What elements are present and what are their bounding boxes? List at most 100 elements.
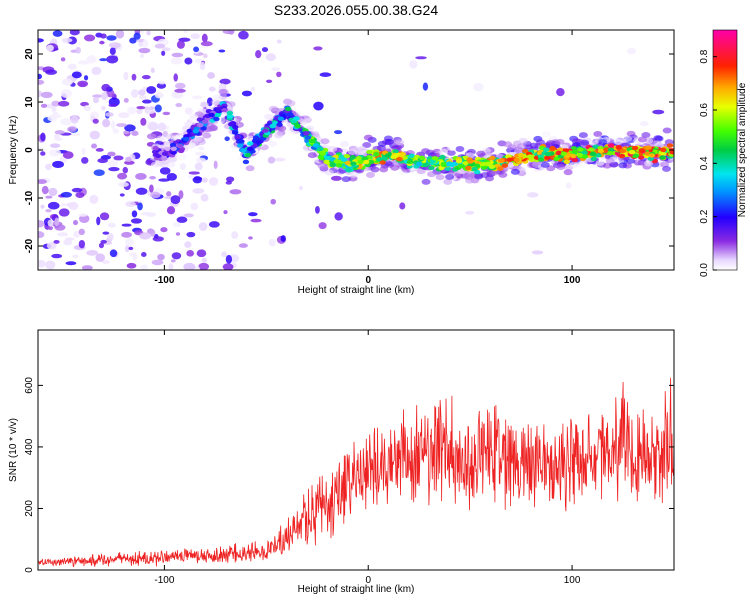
spectrogram-cell [319, 151, 326, 156]
spectrogram-cell [238, 30, 249, 40]
spectrogram-cell [137, 202, 143, 211]
spectrogram-cell [151, 259, 164, 266]
snr-ylabel: SNR (10 * v/v) [8, 418, 19, 482]
spectrogram-cell [229, 189, 242, 195]
spectrogram-cell [61, 37, 73, 43]
spectrogram-cell [513, 148, 523, 155]
spectrogram-cell [45, 208, 52, 213]
spectrogram-cell [518, 153, 525, 158]
spectrogram-cell [124, 124, 136, 132]
spectrogram-cell [146, 133, 157, 140]
spectrogram-cell [196, 249, 207, 258]
spectrogram-cell [144, 109, 156, 114]
spectrogram-cell [57, 100, 70, 107]
spectrogram-ylabel: Frequency (Hz) [8, 116, 19, 185]
spectrogram-cell [83, 34, 96, 42]
y-tick-label: 10 [24, 96, 35, 108]
spectrogram-cell [138, 95, 147, 100]
colorbar-ticks: 0.0 0.2 0.4 0.6 0.8 [699, 49, 717, 277]
spectrogram-cell [122, 166, 129, 174]
spectrogram-cell [154, 104, 162, 113]
spectrogram-cell [242, 159, 250, 165]
spectrogram-cell [320, 138, 330, 145]
spectrogram-cell [45, 195, 53, 199]
spectrogram-cell [588, 147, 595, 152]
spectrogram-cell [158, 80, 166, 85]
spectrogram-cell [64, 237, 75, 241]
spectrogram-cell [170, 259, 176, 263]
spectrogram-cell [638, 148, 645, 153]
spectrogram-cell [192, 129, 199, 134]
spectrogram-cell [236, 143, 244, 148]
spectrogram-cell [108, 166, 120, 172]
spectrogram-cell [136, 105, 146, 110]
spectrogram-cell [113, 155, 124, 161]
spectrogram-cell [78, 239, 86, 249]
spectrogram-cell [118, 181, 129, 187]
snr-y-axis: 0 200 400 600 [24, 377, 674, 573]
spectrogram-cell [46, 44, 54, 52]
spectrogram-cell [132, 253, 138, 261]
spectrogram-cell [138, 47, 151, 54]
spectrogram-cell [101, 92, 108, 101]
spectrogram-cell [45, 69, 58, 75]
figure-title: S233.2026.055.00.38.G24 [274, 2, 438, 18]
spectrogram-cell [333, 159, 340, 164]
spectrogram-cell [60, 118, 72, 126]
spectrogram-cell [578, 132, 588, 139]
spectrogram-cell [101, 83, 111, 92]
spectrogram-cell [447, 145, 457, 152]
spectrogram-cell [93, 96, 100, 104]
spectrogram-cell [428, 165, 435, 171]
spectrogram-cell [199, 101, 209, 108]
spectrogram-cell [214, 112, 221, 118]
spectrogram-cell [231, 130, 239, 135]
spectrogram-cell [95, 148, 104, 152]
spectrogram-cell [81, 147, 86, 156]
spectrogram-cell [250, 86, 255, 92]
spectrogram-cell [183, 136, 190, 142]
spectrogram-cell [40, 151, 46, 156]
spectrogram-cell [207, 72, 215, 79]
spectrogram-cell [455, 158, 463, 164]
spectrogram-cell [197, 122, 204, 128]
spectrogram-cell [455, 146, 465, 153]
spectrogram-cell [152, 236, 164, 242]
spectrogram-cell [597, 148, 605, 154]
spectrogram-cell [208, 221, 220, 228]
spectrogram-cell [569, 161, 579, 168]
spectrogram-cell [139, 53, 145, 59]
spectrogram-cell [174, 88, 186, 93]
spectrogram-cell [127, 106, 137, 115]
spectrogram-cell [422, 82, 429, 91]
x-tick-label: -100 [154, 575, 174, 586]
spectrogram-cell [81, 265, 93, 270]
spectrogram-cell [465, 165, 472, 171]
spectrogram-cell [106, 35, 117, 41]
spectrogram-cell [171, 252, 182, 260]
spectrogram-cell [141, 74, 151, 80]
spectrogram-cell [293, 116, 300, 121]
spectrogram-cell [58, 208, 70, 217]
snr-series-line [38, 377, 674, 568]
spectrogram-cell [660, 147, 667, 153]
spectrogram-cell [294, 124, 302, 129]
spectrogram-cell [121, 231, 133, 238]
spectrogram-cell [626, 157, 636, 164]
spectrogram-cell [627, 47, 637, 55]
spectrogram-cell [75, 192, 85, 198]
spectrogram-cell [47, 219, 54, 227]
spectrogram-cell [613, 138, 623, 145]
spectrogram-cell [156, 135, 166, 142]
spectrogram-cell [148, 106, 156, 110]
spectrogram-cell [65, 261, 77, 266]
spectrogram-cell [227, 122, 235, 127]
spectrogram-cell [123, 71, 129, 81]
spectrogram-cell [344, 160, 351, 165]
spectrogram-cell [86, 250, 99, 256]
spectrogram-cell [213, 160, 218, 170]
spectrogram-cell [415, 56, 427, 60]
spectrogram-cell [365, 171, 375, 178]
spectrogram-cell [184, 57, 193, 65]
